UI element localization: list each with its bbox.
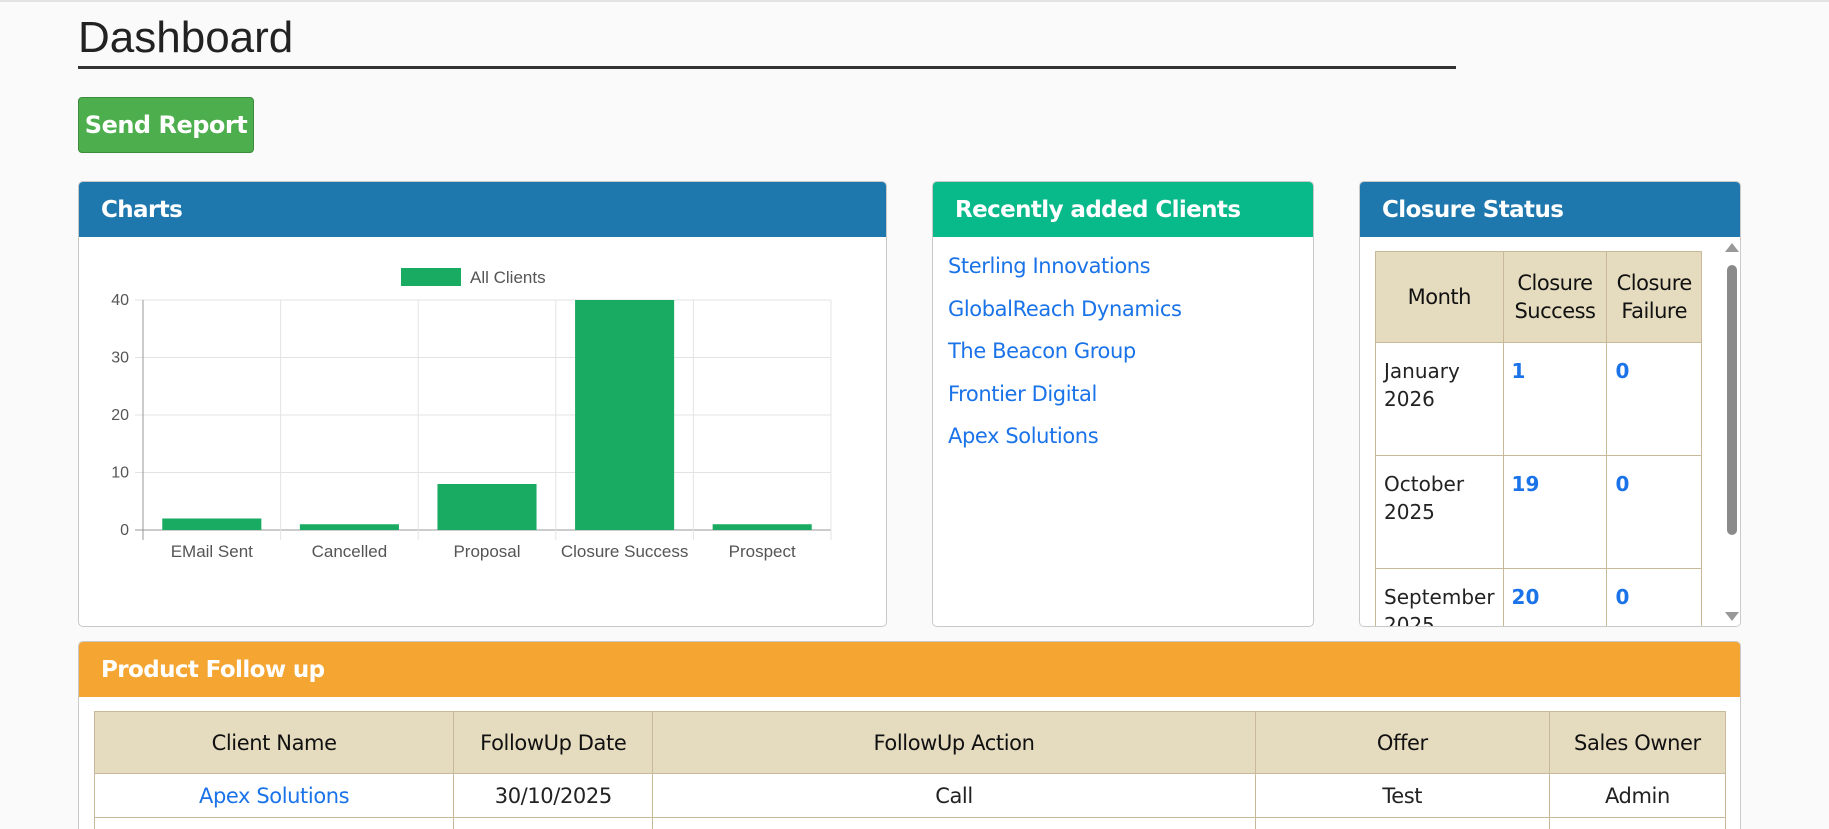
month-cell: September 2025 (1375, 568, 1504, 626)
x-tick-label: EMail Sent (171, 542, 253, 561)
client-link[interactable]: Frontier Digital (948, 381, 1097, 406)
list-item: The Beacon Group (948, 336, 1298, 379)
x-tick-label: Closure Success (561, 542, 689, 561)
column-header-followup-action: FollowUp Action (652, 711, 1256, 774)
product-followup-panel: Product Follow up Client Name FollowUp D… (78, 641, 1741, 829)
bar-chart: 0 10 20 30 40 EMail Sent Cancelled Proposal Clos… (111, 268, 832, 561)
product-followup-title: Product Follow up (79, 642, 1740, 697)
sales-owner-cell (1548, 817, 1727, 829)
bar (437, 484, 537, 530)
column-header-success: Closure Success (1502, 251, 1608, 343)
charts-panel-title: Charts (79, 182, 886, 237)
followup-action-cell (652, 817, 1256, 829)
scroll-up-arrow-icon[interactable] (1725, 243, 1739, 252)
offer-cell: Test (1254, 773, 1550, 818)
send-report-button[interactable]: Send Report (78, 97, 254, 153)
client-list: Sterling Innovations GlobalReach Dynamic… (933, 237, 1313, 478)
table-row (93, 817, 1727, 829)
bar (299, 524, 399, 530)
followup-table: Client Name FollowUp Date FollowUp Actio… (93, 711, 1727, 829)
scrollbar-thumb[interactable] (1727, 265, 1737, 535)
column-header-client-name: Client Name (93, 711, 455, 774)
client-name-cell (93, 817, 455, 829)
client-link[interactable]: Apex Solutions (948, 424, 1099, 448)
success-count-link[interactable]: 20 (1502, 568, 1608, 626)
month-cell: January 2026 (1375, 342, 1504, 456)
success-count-link[interactable]: 19 (1502, 455, 1608, 569)
x-tick-label: Prospect (729, 542, 796, 561)
column-header-sales-owner: Sales Owner (1548, 711, 1727, 774)
column-header-followup-date: FollowUp Date (453, 711, 654, 774)
vertical-scrollbar[interactable] (1722, 237, 1740, 626)
bar (575, 300, 675, 530)
table-row: January 2026 1 0 (1375, 342, 1702, 456)
column-header-offer: Offer (1254, 711, 1550, 774)
month-cell: October 2025 (1375, 455, 1504, 569)
legend-swatch (401, 268, 461, 286)
failure-count-link[interactable]: 0 (1606, 342, 1702, 456)
list-item: Sterling Innovations (948, 251, 1298, 294)
y-tick-label: 40 (111, 292, 129, 309)
list-item: GlobalReach Dynamics (948, 294, 1298, 337)
success-count-link[interactable]: 1 (1502, 342, 1608, 456)
column-header-month: Month (1375, 251, 1504, 343)
followup-date-cell (453, 817, 654, 829)
charts-panel: Charts 0 10 20 30 40 EMail Sent Cancelled Propo… (78, 181, 887, 627)
followup-date-cell: 30/10/2025 (453, 773, 654, 818)
client-link[interactable]: GlobalReach Dynamics (948, 296, 1182, 321)
table-row: October 2025 19 0 (1375, 455, 1702, 569)
recent-clients-panel: Recently added Clients Sterling Innovati… (932, 181, 1314, 627)
page-title: Dashboard (78, 12, 1456, 69)
table-row: Apex Solutions 30/10/2025 Call Test Admi… (93, 773, 1727, 818)
closure-scroll-area[interactable]: Month Closure Success Closure Failure Ja… (1360, 237, 1740, 626)
client-link[interactable]: Sterling Innovations (948, 254, 1151, 278)
client-name-cell: Apex Solutions (93, 773, 455, 818)
recent-clients-title: Recently added Clients (933, 182, 1313, 237)
client-link[interactable]: The Beacon Group (948, 339, 1136, 363)
x-tick-label: Cancelled (312, 542, 388, 561)
y-tick-label: 0 (120, 522, 129, 539)
failure-count-link[interactable]: 0 (1606, 455, 1702, 569)
closure-table: Month Closure Success Closure Failure Ja… (1375, 251, 1702, 626)
failure-count-link[interactable]: 0 (1606, 568, 1702, 626)
offer-cell (1254, 817, 1550, 829)
bar (712, 524, 812, 530)
y-tick-label: 30 (111, 350, 129, 367)
followup-action-cell: Call (652, 773, 1256, 818)
closure-status-panel: Closure Status Month Closure Success Clo… (1359, 181, 1741, 627)
client-link[interactable]: Apex Solutions (198, 783, 350, 808)
closure-status-title: Closure Status (1360, 182, 1740, 237)
x-tick-label: Proposal (453, 542, 520, 561)
column-header-failure: Closure Failure (1606, 251, 1702, 343)
list-item: Frontier Digital (948, 379, 1298, 422)
sales-owner-cell: Admin (1548, 773, 1727, 818)
bar (162, 518, 262, 530)
table-row: September 2025 20 0 (1375, 568, 1702, 626)
legend-label: All Clients (470, 268, 546, 287)
list-item: Apex Solutions (948, 421, 1298, 464)
scroll-down-arrow-icon[interactable] (1725, 612, 1739, 621)
y-tick-label: 20 (111, 407, 129, 424)
y-tick-label: 10 (111, 465, 129, 482)
